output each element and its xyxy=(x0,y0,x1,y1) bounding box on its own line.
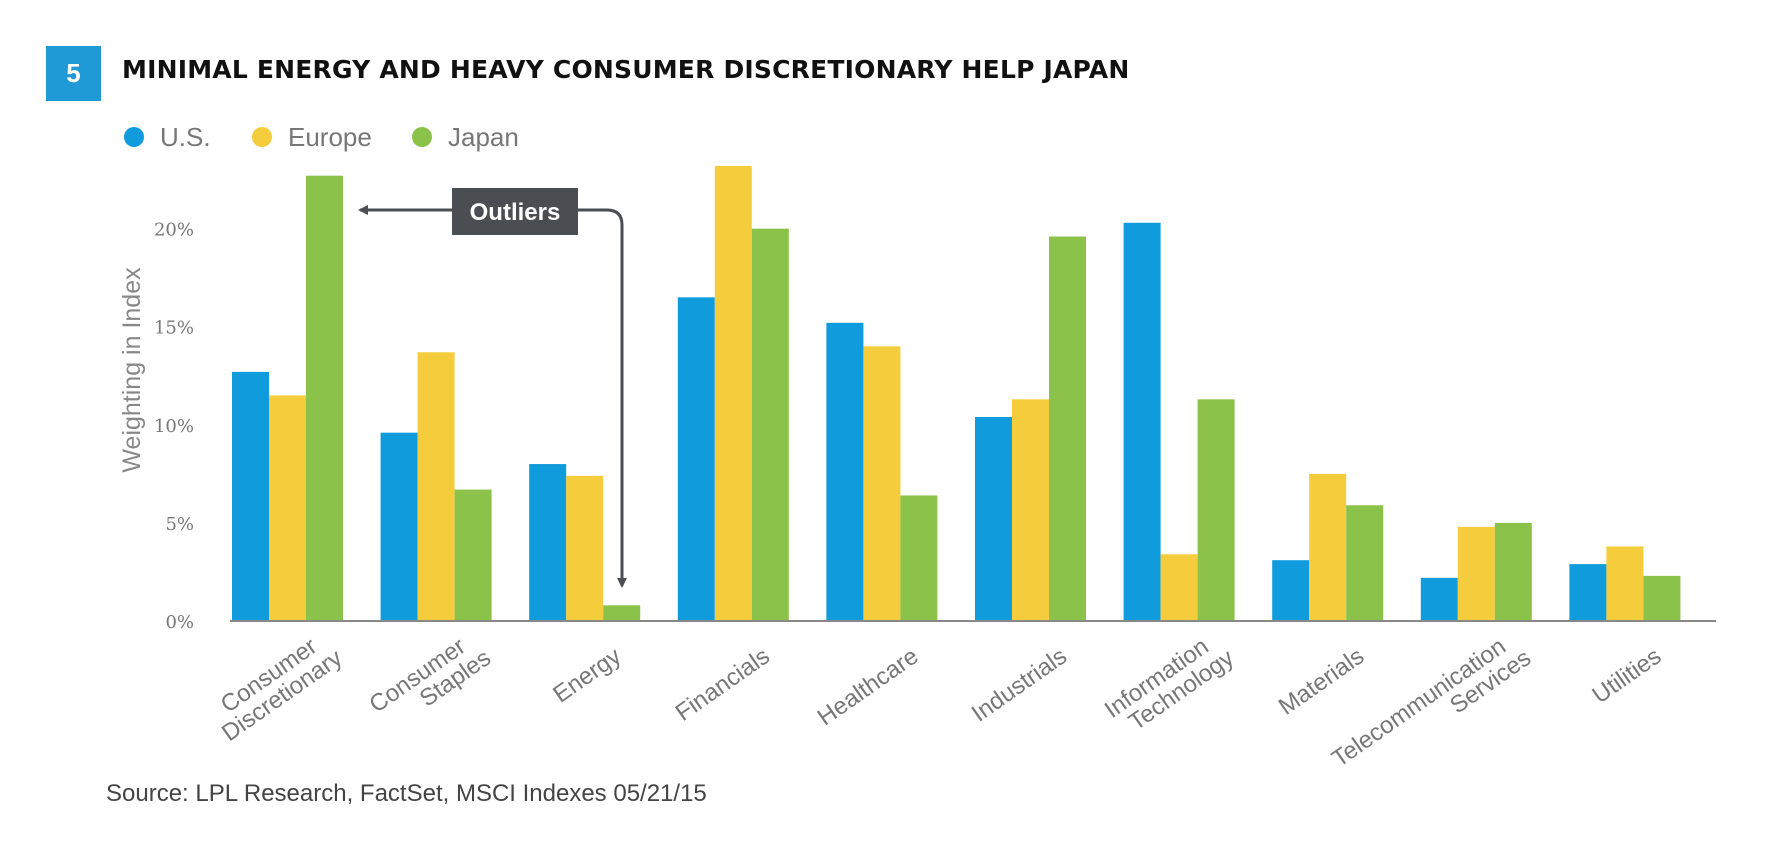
bar-us-5 xyxy=(975,416,1012,621)
x-tick-label: Financials xyxy=(671,643,775,727)
x-tick-label: ConsumerDiscretionary xyxy=(203,625,347,747)
bar-japan-4 xyxy=(900,495,938,621)
bar-japan-7 xyxy=(1346,505,1384,621)
outliers-callout: Outliers xyxy=(358,188,627,588)
x-axis-labels: ConsumerDiscretionary ConsumerStaples Ener… xyxy=(203,625,1666,773)
x-tick-label: Healthcare xyxy=(813,643,924,732)
y-axis-label: Weighting in Index xyxy=(118,267,146,473)
legend-label: Europe xyxy=(288,122,372,152)
legend-swatch-europe xyxy=(252,127,272,147)
bar-us-4 xyxy=(826,322,864,621)
legend-label: U.S. xyxy=(160,122,211,152)
callout-label: Outliers xyxy=(470,199,561,226)
bars xyxy=(232,165,1681,622)
legend-swatch-japan xyxy=(412,127,432,147)
bar-europe-9 xyxy=(1606,546,1644,621)
y-tick-label: 5% xyxy=(165,514,194,535)
x-tick-label: Industrials xyxy=(967,643,1072,728)
x-tick-label-line: Materials xyxy=(1274,643,1369,721)
legend: U.S. Europe Japan xyxy=(124,122,519,152)
bar-japan-6 xyxy=(1197,399,1235,621)
x-tick-label: InformationTechnology xyxy=(1100,625,1239,744)
source-note: Source: LPL Research, FactSet, MSCI Inde… xyxy=(106,780,707,807)
bar-us-1 xyxy=(380,432,418,621)
bar-us-3 xyxy=(677,297,715,621)
legend-swatch-us xyxy=(124,127,144,147)
x-tick-label-line: Energy xyxy=(548,643,626,709)
bar-us-0 xyxy=(232,371,269,621)
bar-us-6 xyxy=(1123,222,1161,621)
bar-europe-1 xyxy=(417,352,455,621)
y-tick-label: 20% xyxy=(154,220,194,241)
legend-label: Japan xyxy=(448,122,519,152)
x-tick-label-line: Industrials xyxy=(967,643,1072,728)
bar-europe-2 xyxy=(566,475,604,621)
callout-arrow-down xyxy=(576,208,627,588)
x-tick-label: Materials xyxy=(1274,643,1369,721)
bar-europe-3 xyxy=(714,165,752,621)
bar-europe-7 xyxy=(1309,473,1347,621)
bar-us-8 xyxy=(1420,577,1458,621)
callout-box xyxy=(452,188,578,235)
x-tick-label-line: Healthcare xyxy=(813,643,924,732)
bar-us-7 xyxy=(1272,560,1310,621)
y-tick-label: 10% xyxy=(154,416,194,437)
bar-japan-8 xyxy=(1494,522,1532,621)
bar-japan-2 xyxy=(603,605,641,621)
x-tick-label-line: Financials xyxy=(671,643,775,727)
chart-number-badge: 5 xyxy=(46,46,101,101)
bar-europe-5 xyxy=(1012,399,1049,621)
x-tick-label: ConsumerStaples xyxy=(364,625,495,738)
y-axis-ticks: 0% 5% 10% 15% 20% xyxy=(154,220,194,633)
x-tick-label: Energy xyxy=(548,643,626,709)
chart-title: MINIMAL ENERGY AND HEAVY CONSUMER DISCRE… xyxy=(122,55,1130,84)
bar-japan-9 xyxy=(1643,575,1681,621)
bar-japan-3 xyxy=(751,228,789,621)
y-tick-label: 0% xyxy=(165,612,194,633)
y-tick-label: 15% xyxy=(154,318,194,339)
x-tick-label: Utilities xyxy=(1587,643,1666,709)
bar-japan-1 xyxy=(454,489,492,621)
bar-europe-6 xyxy=(1160,554,1198,621)
bar-us-2 xyxy=(529,464,567,621)
bar-us-9 xyxy=(1569,564,1607,621)
bar-europe-4 xyxy=(863,346,901,621)
x-tick-label-line: Utilities xyxy=(1587,643,1666,709)
bar-europe-0 xyxy=(269,395,306,621)
bar-japan-0 xyxy=(306,175,343,622)
bar-japan-5 xyxy=(1049,236,1086,621)
bar-europe-8 xyxy=(1457,526,1495,621)
